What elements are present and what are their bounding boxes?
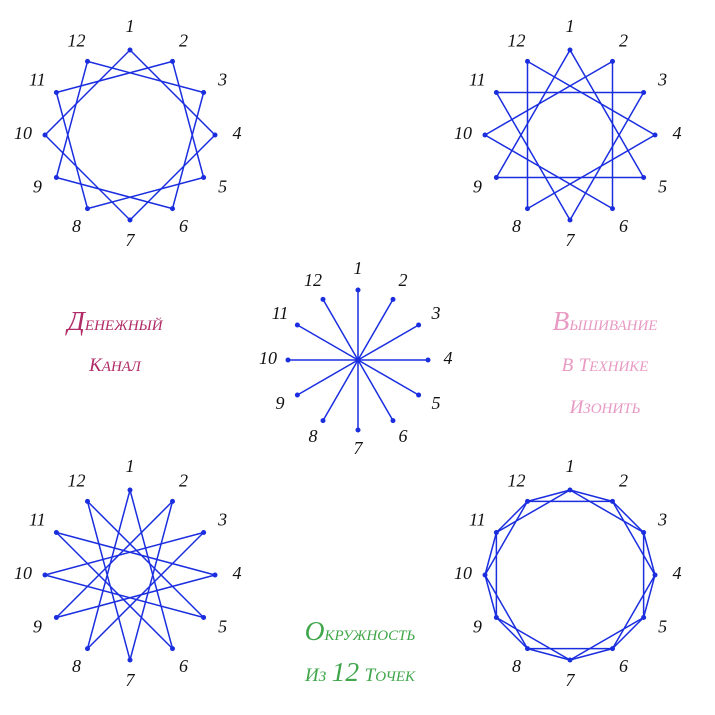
star-diagram-skip4: 123456789101112	[443, 8, 697, 262]
point-label-6: 6	[399, 426, 408, 446]
point-label-12: 12	[68, 30, 86, 50]
point-label-7: 7	[126, 670, 136, 690]
point-label-5: 5	[218, 177, 227, 197]
star-diagram-skip5: 123456789101112	[3, 448, 257, 702]
point-label-3: 3	[430, 303, 440, 323]
point-label-2: 2	[619, 470, 628, 490]
point-label-12: 12	[304, 270, 322, 290]
point-label-5: 5	[218, 617, 227, 637]
label-left: Денежныйканал	[15, 300, 215, 383]
point-label-1: 1	[566, 16, 575, 36]
diagram-svg: 123456789101112	[443, 448, 697, 702]
point-label-8: 8	[72, 656, 81, 676]
diagram-svg: 123456789101112	[3, 448, 257, 702]
point-label-7: 7	[566, 670, 576, 690]
point-label-3: 3	[657, 510, 667, 530]
point-label-11: 11	[469, 70, 486, 90]
polygon-diagram-skip1-2: 123456789101112	[443, 448, 697, 702]
radial-diagram: 123456789101112	[248, 250, 468, 470]
point-label-4: 4	[233, 563, 242, 583]
point-label-4: 4	[673, 563, 682, 583]
point-label-9: 9	[276, 393, 285, 413]
point-label-7: 7	[126, 230, 136, 250]
point-label-2: 2	[619, 30, 628, 50]
text-line: в технике	[500, 341, 710, 382]
point-label-8: 8	[309, 426, 318, 446]
text-line: Денежный	[15, 300, 215, 341]
point-label-6: 6	[619, 656, 628, 676]
point-label-4: 4	[444, 348, 453, 368]
text-line: из 12 точек	[255, 651, 465, 692]
point-label-1: 1	[566, 456, 575, 476]
text-line: изонить	[500, 383, 710, 424]
star-diagram-skip3: 123456789101112	[3, 8, 257, 262]
point-label-12: 12	[508, 470, 526, 490]
point-label-3: 3	[657, 70, 667, 90]
point-label-10: 10	[14, 563, 32, 583]
label-bottom: Окружностьиз 12 точек	[255, 610, 465, 693]
diagram-svg: 123456789101112	[3, 8, 257, 262]
point-label-7: 7	[354, 438, 364, 458]
point-label-4: 4	[233, 123, 242, 143]
point-label-1: 1	[354, 258, 363, 278]
point-label-12: 12	[68, 470, 86, 490]
point-label-9: 9	[473, 617, 482, 637]
point-label-1: 1	[126, 456, 135, 476]
point-label-11: 11	[272, 303, 289, 323]
point-label-9: 9	[33, 177, 42, 197]
point-label-2: 2	[179, 470, 188, 490]
point-label-2: 2	[179, 30, 188, 50]
point-label-5: 5	[431, 393, 440, 413]
point-label-3: 3	[217, 510, 227, 530]
point-label-5: 5	[658, 617, 667, 637]
point-label-10: 10	[454, 563, 472, 583]
point-label-9: 9	[33, 617, 42, 637]
text-line: канал	[15, 341, 215, 382]
text-line: Вышивание	[500, 300, 710, 341]
diagram-svg: 123456789101112	[443, 8, 697, 262]
point-label-11: 11	[29, 70, 46, 90]
point-label-7: 7	[566, 230, 576, 250]
point-label-8: 8	[512, 216, 521, 236]
label-right: Вышиваниев техникеизонить	[500, 300, 710, 424]
point-label-12: 12	[508, 30, 526, 50]
point-label-8: 8	[72, 216, 81, 236]
point-label-6: 6	[619, 216, 628, 236]
point-label-6: 6	[179, 216, 188, 236]
point-label-4: 4	[673, 123, 682, 143]
point-label-11: 11	[29, 510, 46, 530]
point-label-8: 8	[512, 656, 521, 676]
point-label-1: 1	[126, 16, 135, 36]
point-label-11: 11	[469, 510, 486, 530]
point-label-6: 6	[179, 656, 188, 676]
text-line: Окружность	[255, 610, 465, 651]
point-label-5: 5	[658, 177, 667, 197]
point-label-9: 9	[473, 177, 482, 197]
diagram-svg: 123456789101112	[248, 250, 468, 470]
point-label-10: 10	[14, 123, 32, 143]
point-label-10: 10	[259, 348, 277, 368]
point-label-2: 2	[399, 270, 408, 290]
point-label-10: 10	[454, 123, 472, 143]
point-label-3: 3	[217, 70, 227, 90]
